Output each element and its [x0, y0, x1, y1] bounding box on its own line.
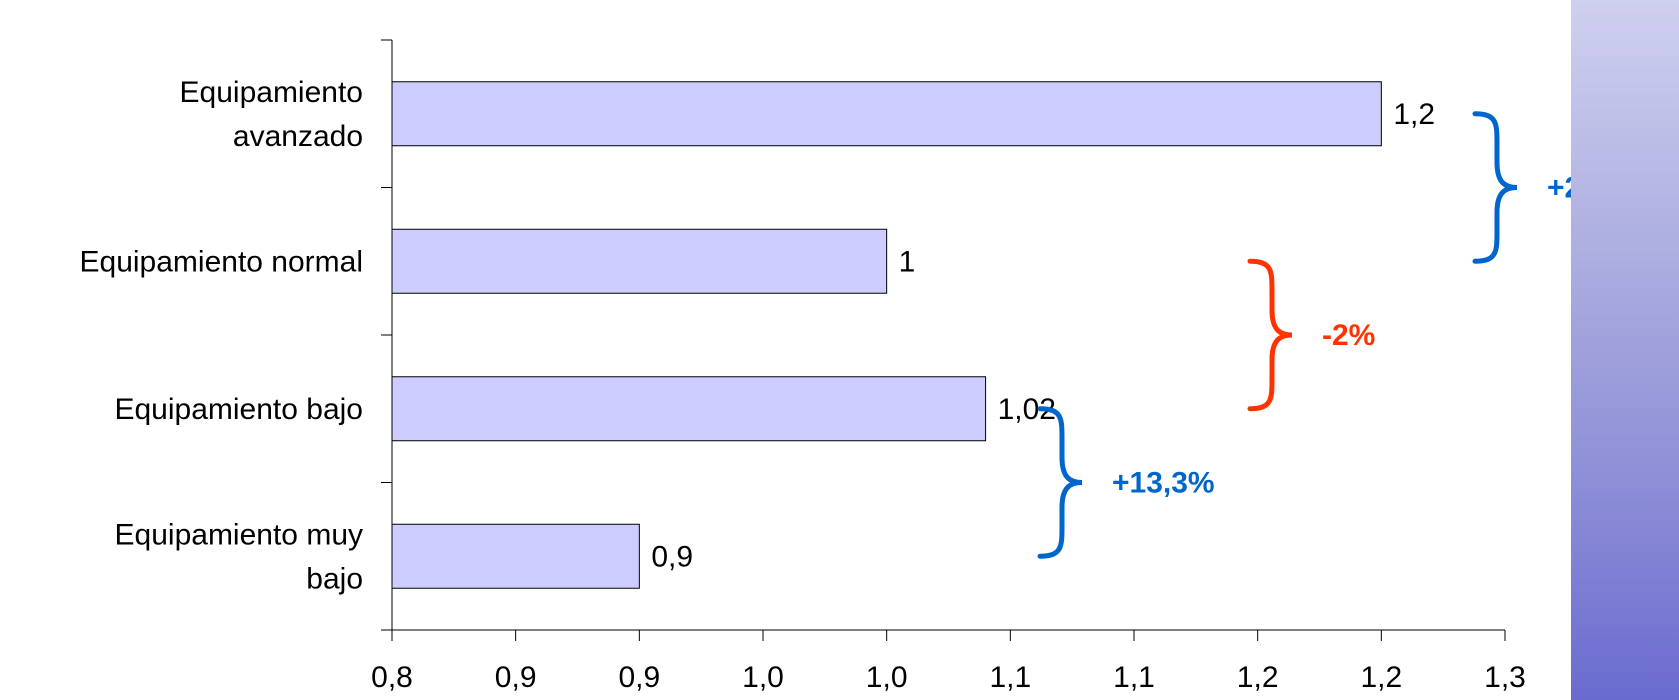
x-tick-label: 0,9 — [495, 661, 537, 694]
category-label: Equipamiento normal — [80, 245, 364, 278]
bar-data-label: 1,2 — [1393, 98, 1435, 131]
bar-chart: 0,8 0,9 0,9 1,0 1,0 1,1 1,1 1,2 1,2 1,3 1,2 Equipam… — [80, 39, 1571, 694]
bar — [391, 228, 888, 294]
category-label: avanzado — [233, 120, 363, 153]
bar — [391, 376, 987, 442]
bar — [391, 523, 640, 589]
bar — [391, 81, 1382, 147]
annotation-label: +13,3% — [1112, 467, 1215, 500]
category-label: bajo — [306, 562, 363, 595]
x-tick-label: 1,0 — [742, 661, 784, 694]
x-tick-label: 1,1 — [1113, 661, 1155, 694]
x-tick-label: 1,1 — [989, 661, 1031, 694]
category-label: Equipamiento — [180, 76, 363, 109]
annotation-label: -2% — [1322, 319, 1375, 352]
annotation-label: +20% — [1547, 172, 1571, 205]
x-tick-label: 1,2 — [1360, 661, 1402, 694]
side-gradient-panel — [1571, 0, 1679, 700]
annotation-brace — [1247, 258, 1293, 412]
x-tick-label: 1,2 — [1237, 661, 1279, 694]
category-label: Equipamiento bajo — [114, 393, 363, 426]
x-tick-label: 1,0 — [866, 661, 908, 694]
x-tick-label: 0,9 — [618, 661, 660, 694]
annotation-brace — [1472, 111, 1518, 264]
x-tick-label: 1,3 — [1484, 661, 1526, 694]
annotation-brace — [1037, 406, 1083, 559]
bar-data-label: 0,9 — [651, 540, 693, 573]
bar-data-label: 1 — [899, 245, 916, 278]
x-tick-label: 0,8 — [371, 661, 413, 694]
category-label: Equipamiento muy — [115, 518, 363, 551]
